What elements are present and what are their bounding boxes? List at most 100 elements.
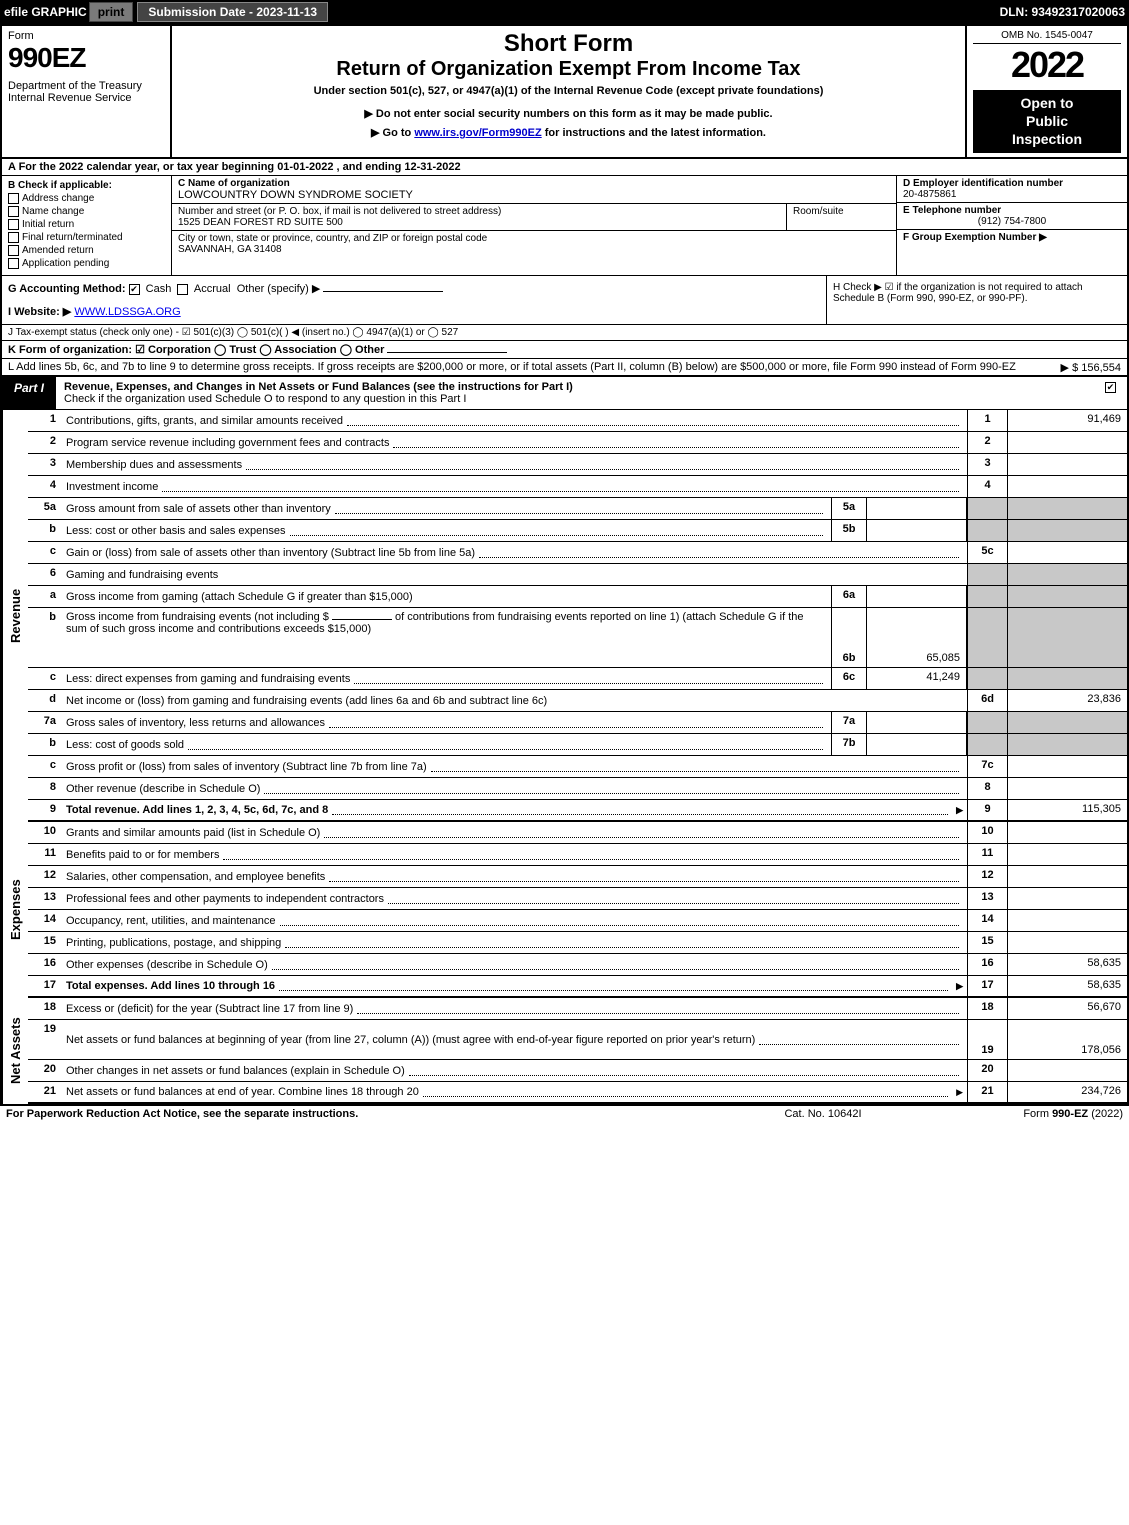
main-info-block: B Check if applicable: Address change Na… — [2, 176, 1127, 277]
netassets-vlabel: Net Assets — [2, 998, 28, 1104]
chk-application-pending[interactable]: Application pending — [8, 258, 165, 269]
open-line2: Public — [977, 112, 1117, 130]
line-5a: 5a Gross amount from sale of assets othe… — [28, 498, 1127, 520]
line-9: 9 Total revenue. Add lines 1, 2, 3, 4, 5… — [28, 800, 1127, 822]
ein-label: D Employer identification number — [903, 178, 1121, 189]
line-6c: c Less: direct expenses from gaming and … — [28, 668, 1127, 690]
dept-treasury: Department of the Treasury — [8, 80, 164, 92]
line-12: 12 Salaries, other compensation, and emp… — [28, 866, 1127, 888]
open-public-inspection: Open to Public Inspection — [973, 90, 1121, 153]
page-footer: For Paperwork Reduction Act Notice, see … — [0, 1106, 1129, 1122]
expenses-section: Expenses 10 Grants and similar amounts p… — [2, 822, 1127, 998]
org-name-label: C Name of organization — [178, 178, 890, 189]
tax-year: 2022 — [973, 44, 1121, 86]
line-6b: b Gross income from fundraising events (… — [28, 608, 1127, 668]
ein-cell: D Employer identification number 20-4875… — [897, 176, 1127, 203]
city-label: City or town, state or province, country… — [178, 233, 890, 244]
line-21: 21 Net assets or fund balances at end of… — [28, 1082, 1127, 1104]
g-label: G Accounting Method: — [8, 283, 129, 295]
g-accounting: G Accounting Method: Cash Accrual Other … — [2, 276, 827, 324]
line-6d: d Net income or (loss) from gaming and f… — [28, 690, 1127, 712]
chk-final-return[interactable]: Final return/terminated — [8, 232, 165, 243]
chk-initial-return[interactable]: Initial return — [8, 219, 165, 230]
row-a-calendar-year: A For the 2022 calendar year, or tax yea… — [2, 159, 1127, 176]
line-17: 17 Total expenses. Add lines 10 through … — [28, 976, 1127, 998]
line-1: 1 Contributions, gifts, grants, and simi… — [28, 410, 1127, 432]
submission-date: Submission Date - 2023-11-13 — [137, 2, 328, 22]
h-check: H Check ▶ ☑ if the organization is not r… — [827, 276, 1127, 324]
k-other-line[interactable] — [387, 352, 507, 353]
col-c-org-info: C Name of organization LOWCOUNTRY DOWN S… — [172, 176, 897, 276]
org-name-cell: C Name of organization LOWCOUNTRY DOWN S… — [172, 176, 896, 204]
line-7b: b Less: cost of goods sold 7b — [28, 734, 1127, 756]
line-13: 13 Professional fees and other payments … — [28, 888, 1127, 910]
chk-name-change[interactable]: Name change — [8, 206, 165, 217]
expenses-vlabel: Expenses — [2, 822, 28, 998]
l-text: L Add lines 5b, 6c, and 7b to line 9 to … — [8, 361, 1016, 373]
chk-address-change[interactable]: Address change — [8, 193, 165, 204]
line-3: 3 Membership dues and assessments 3 — [28, 454, 1127, 476]
under-section: Under section 501(c), 527, or 4947(a)(1)… — [180, 85, 957, 97]
l-gross-receipts: L Add lines 5b, 6c, and 7b to line 9 to … — [2, 359, 1127, 377]
line-20: 20 Other changes in net assets or fund b… — [28, 1060, 1127, 1082]
line-10: 10 Grants and similar amounts paid (list… — [28, 822, 1127, 844]
footer-catno: Cat. No. 10642I — [723, 1108, 923, 1120]
phone-cell: E Telephone number (912) 754-7800 — [897, 203, 1127, 230]
website-link[interactable]: WWW.LDSSGA.ORG — [74, 306, 180, 318]
header-left: Form 990EZ Department of the Treasury In… — [2, 26, 172, 157]
org-name-value: LOWCOUNTRY DOWN SYNDROME SOCIETY — [178, 189, 890, 201]
6b-amount-blank[interactable] — [332, 619, 392, 620]
ein-value: 20-4875861 — [903, 189, 1121, 200]
chk-amended-return[interactable]: Amended return — [8, 245, 165, 256]
line-19: 19 Net assets or fund balances at beginn… — [28, 1020, 1127, 1060]
line-14: 14 Occupancy, rent, utilities, and maint… — [28, 910, 1127, 932]
line-5b: b Less: cost or other basis and sales ex… — [28, 520, 1127, 542]
line-2: 2 Program service revenue including gove… — [28, 432, 1127, 454]
goto-instructions: ▶ Go to www.irs.gov/Form990EZ for instru… — [180, 126, 957, 139]
revenue-section: Revenue 1 Contributions, gifts, grants, … — [2, 410, 1127, 822]
form-number: 990EZ — [8, 42, 164, 74]
part1-header: Part I Revenue, Expenses, and Changes in… — [2, 377, 1127, 410]
goto-pre: ▶ Go to — [371, 127, 414, 139]
return-title: Return of Organization Exempt From Incom… — [180, 58, 957, 81]
line-6: 6 Gaming and fundraising events — [28, 564, 1127, 586]
part1-check[interactable] — [1097, 377, 1127, 409]
chk-accrual[interactable] — [177, 284, 188, 295]
group-label: F Group Exemption Number ▶ — [903, 232, 1047, 243]
j-tax-exempt: J Tax-exempt status (check only one) - ☑… — [2, 325, 1127, 341]
header-center: Short Form Return of Organization Exempt… — [172, 26, 967, 157]
addr-row: Number and street (or P. O. box, if mail… — [172, 204, 896, 231]
line-11: 11 Benefits paid to or for members 11 — [28, 844, 1127, 866]
col-d-right: D Employer identification number 20-4875… — [897, 176, 1127, 276]
phone-label: E Telephone number — [903, 205, 1121, 216]
form-header: Form 990EZ Department of the Treasury In… — [2, 26, 1127, 159]
city-value: SAVANNAH, GA 31408 — [178, 244, 890, 255]
line-15: 15 Printing, publications, postage, and … — [28, 932, 1127, 954]
do-not-ssn: ▶ Do not enter social security numbers o… — [180, 107, 957, 120]
part1-title: Revenue, Expenses, and Changes in Net As… — [56, 377, 1097, 409]
k-form-org: K Form of organization: ☑ Corporation ◯ … — [2, 341, 1127, 359]
form-word: Form — [8, 30, 164, 42]
print-button[interactable]: print — [89, 2, 134, 22]
revenue-vlabel: Revenue — [2, 410, 28, 822]
phone-value: (912) 754-7800 — [903, 216, 1121, 227]
omb-number: OMB No. 1545-0047 — [973, 30, 1121, 44]
top-toolbar: efile GRAPHIC print Submission Date - 20… — [0, 0, 1129, 24]
dept-irs: Internal Revenue Service — [8, 92, 164, 104]
group-exemption-cell: F Group Exemption Number ▶ — [897, 230, 1127, 245]
i-label: I Website: ▶ — [8, 306, 71, 318]
col-b-label: B Check if applicable: — [8, 180, 165, 191]
line-18: 18 Excess or (deficit) for the year (Sub… — [28, 998, 1127, 1020]
line-7a: 7a Gross sales of inventory, less return… — [28, 712, 1127, 734]
other-specify-line[interactable] — [323, 291, 443, 292]
gh-row: G Accounting Method: Cash Accrual Other … — [2, 276, 1127, 325]
street-cell: Number and street (or P. O. box, if mail… — [172, 204, 786, 230]
goto-link[interactable]: www.irs.gov/Form990EZ — [414, 127, 541, 139]
short-form-title: Short Form — [180, 30, 957, 58]
form-990ez: Form 990EZ Department of the Treasury In… — [0, 24, 1129, 1106]
part1-tab: Part I — [2, 377, 56, 409]
l-amount: ▶ $ 156,554 — [1061, 361, 1121, 374]
line-7c: c Gross profit or (loss) from sales of i… — [28, 756, 1127, 778]
expenses-lines: 10 Grants and similar amounts paid (list… — [28, 822, 1127, 998]
chk-cash[interactable] — [129, 284, 140, 295]
